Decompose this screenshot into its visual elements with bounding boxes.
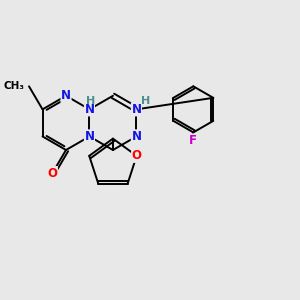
Text: F: F: [189, 134, 197, 147]
Text: N: N: [85, 130, 94, 143]
Text: H: H: [86, 96, 95, 106]
Text: H: H: [141, 96, 151, 106]
Text: CH₃: CH₃: [4, 81, 25, 91]
Text: N: N: [131, 130, 141, 143]
Text: O: O: [132, 149, 142, 162]
Text: N: N: [85, 103, 94, 116]
Text: O: O: [47, 167, 58, 179]
Text: N: N: [131, 103, 141, 116]
Text: N: N: [61, 89, 71, 102]
